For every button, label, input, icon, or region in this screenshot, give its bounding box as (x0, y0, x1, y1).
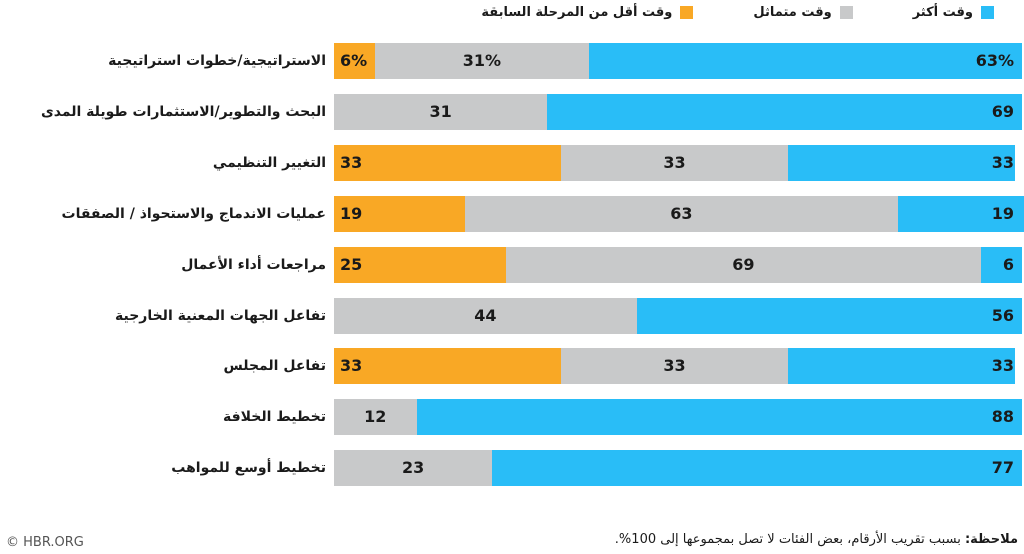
data-label-more: 56 (991, 305, 1014, 325)
bar-segment-less (334, 144, 562, 181)
bar-segment-same (506, 246, 981, 283)
data-label-same: 69 (732, 254, 755, 274)
credit: © HBR.ORG (6, 535, 84, 550)
bar-row: 12 88 (334, 399, 1022, 436)
bar-segment-same (464, 195, 899, 232)
category-label: عمليات الاندماج والاستحواذ / الصفقات (61, 205, 326, 222)
footnote: ملاحظة: بسبب تقريب الأرقام، بعض الفئات ل… (615, 532, 1018, 547)
bar-segment-more (788, 348, 1016, 385)
data-label-more: 77 (991, 458, 1014, 478)
data-label-same: 12 (364, 407, 387, 427)
legend-item-more: وقت أكثر (913, 5, 994, 20)
bar-segment-more (588, 43, 1022, 79)
data-label-more: 33 (991, 356, 1014, 376)
bar-row: 31 69 (334, 93, 1022, 130)
bar-segment-same (334, 450, 493, 487)
legend-swatch-same (839, 6, 853, 19)
legend-item-less: وقت أقل من المرحلة السابقة (481, 5, 694, 20)
data-label-more: 69 (991, 101, 1014, 121)
data-label-less: 33 (340, 356, 363, 376)
data-label-same: 44 (474, 305, 497, 325)
category-label: التغيير التنظيمي (212, 154, 326, 171)
bar-row: 33 33 33 (334, 144, 1022, 181)
data-label-more: 63% (975, 51, 1014, 70)
bar-row: 19 63 19 (334, 195, 1024, 232)
data-label-same: 31% (462, 51, 502, 70)
data-label-more: 6 (1002, 254, 1014, 274)
legend-swatch-less (680, 6, 694, 19)
data-label-same: 63 (670, 203, 693, 223)
note-label: ملاحظة: (964, 532, 1018, 547)
bar-segment-more (416, 399, 1022, 436)
data-label-same: 33 (663, 152, 686, 172)
bar-row: 25 69 6 (334, 246, 1022, 283)
bar-segment-less (334, 195, 465, 232)
data-label-more: 19 (991, 203, 1014, 223)
legend-label-less: وقت أقل من المرحلة السابقة (481, 5, 673, 20)
data-label-more: 88 (991, 407, 1014, 427)
legend-label-more: وقت أكثر (912, 5, 973, 20)
data-label-same: 33 (663, 356, 686, 376)
bar-segment-less (334, 348, 562, 385)
bar-row: 33 33 33 (334, 348, 1022, 385)
bar-segment-same (334, 93, 548, 130)
data-label-less: 6% (340, 51, 368, 70)
bar-row: 44 56 (334, 297, 1022, 334)
bar-segment-same (561, 144, 789, 181)
bar-segment-less (334, 43, 376, 79)
bar-row: 6% 31% 63% (334, 43, 1022, 79)
data-label-less: 19 (340, 203, 363, 223)
note-text: بسبب تقريب الأرقام، بعض الفئات لا تصل بم… (614, 532, 965, 547)
legend-swatch-more (981, 6, 994, 19)
bar-segment-less (334, 246, 506, 283)
legend-label-same: وقت متماثل (753, 5, 832, 20)
category-label: تفاعل الجهات المعنية الخارجية (114, 307, 326, 324)
bar-segment-more (788, 144, 1016, 181)
bar-segment-more (898, 195, 1024, 232)
legend: وقت أكثر وقت متماثل وقت أقل من المرحلة ا… (481, 5, 994, 20)
data-label-less: 25 (340, 254, 363, 274)
bar-segment-more (547, 93, 1022, 130)
bar-segment-more (636, 297, 1022, 334)
category-label: تخطيط الخلافة (223, 409, 326, 426)
data-label-same: 23 (401, 458, 425, 478)
category-label: تخطيط أوسع للمواهب (171, 460, 326, 477)
data-label-more: 33 (991, 152, 1014, 172)
bar-segment-more (492, 450, 1022, 487)
bar-segment-same (375, 43, 589, 79)
bar-segment-more (980, 246, 1022, 283)
legend-item-same: وقت متماثل (753, 5, 853, 20)
data-label-same: 31 (429, 101, 452, 121)
category-label: مراجعات أداء الأعمال (181, 256, 326, 273)
bar-segment-same (334, 399, 417, 436)
category-label: البحث والتطوير/الاستثمارات طويلة المدى (40, 103, 326, 120)
bar-segment-same (334, 297, 637, 334)
bar-row: 23 77 (334, 450, 1022, 487)
category-label: الاستراتيجية/خطوات استراتيجية (108, 53, 326, 69)
data-label-less: 33 (340, 152, 363, 172)
bar-segment-same (561, 348, 789, 385)
category-label: تفاعل المجلس (223, 358, 326, 375)
